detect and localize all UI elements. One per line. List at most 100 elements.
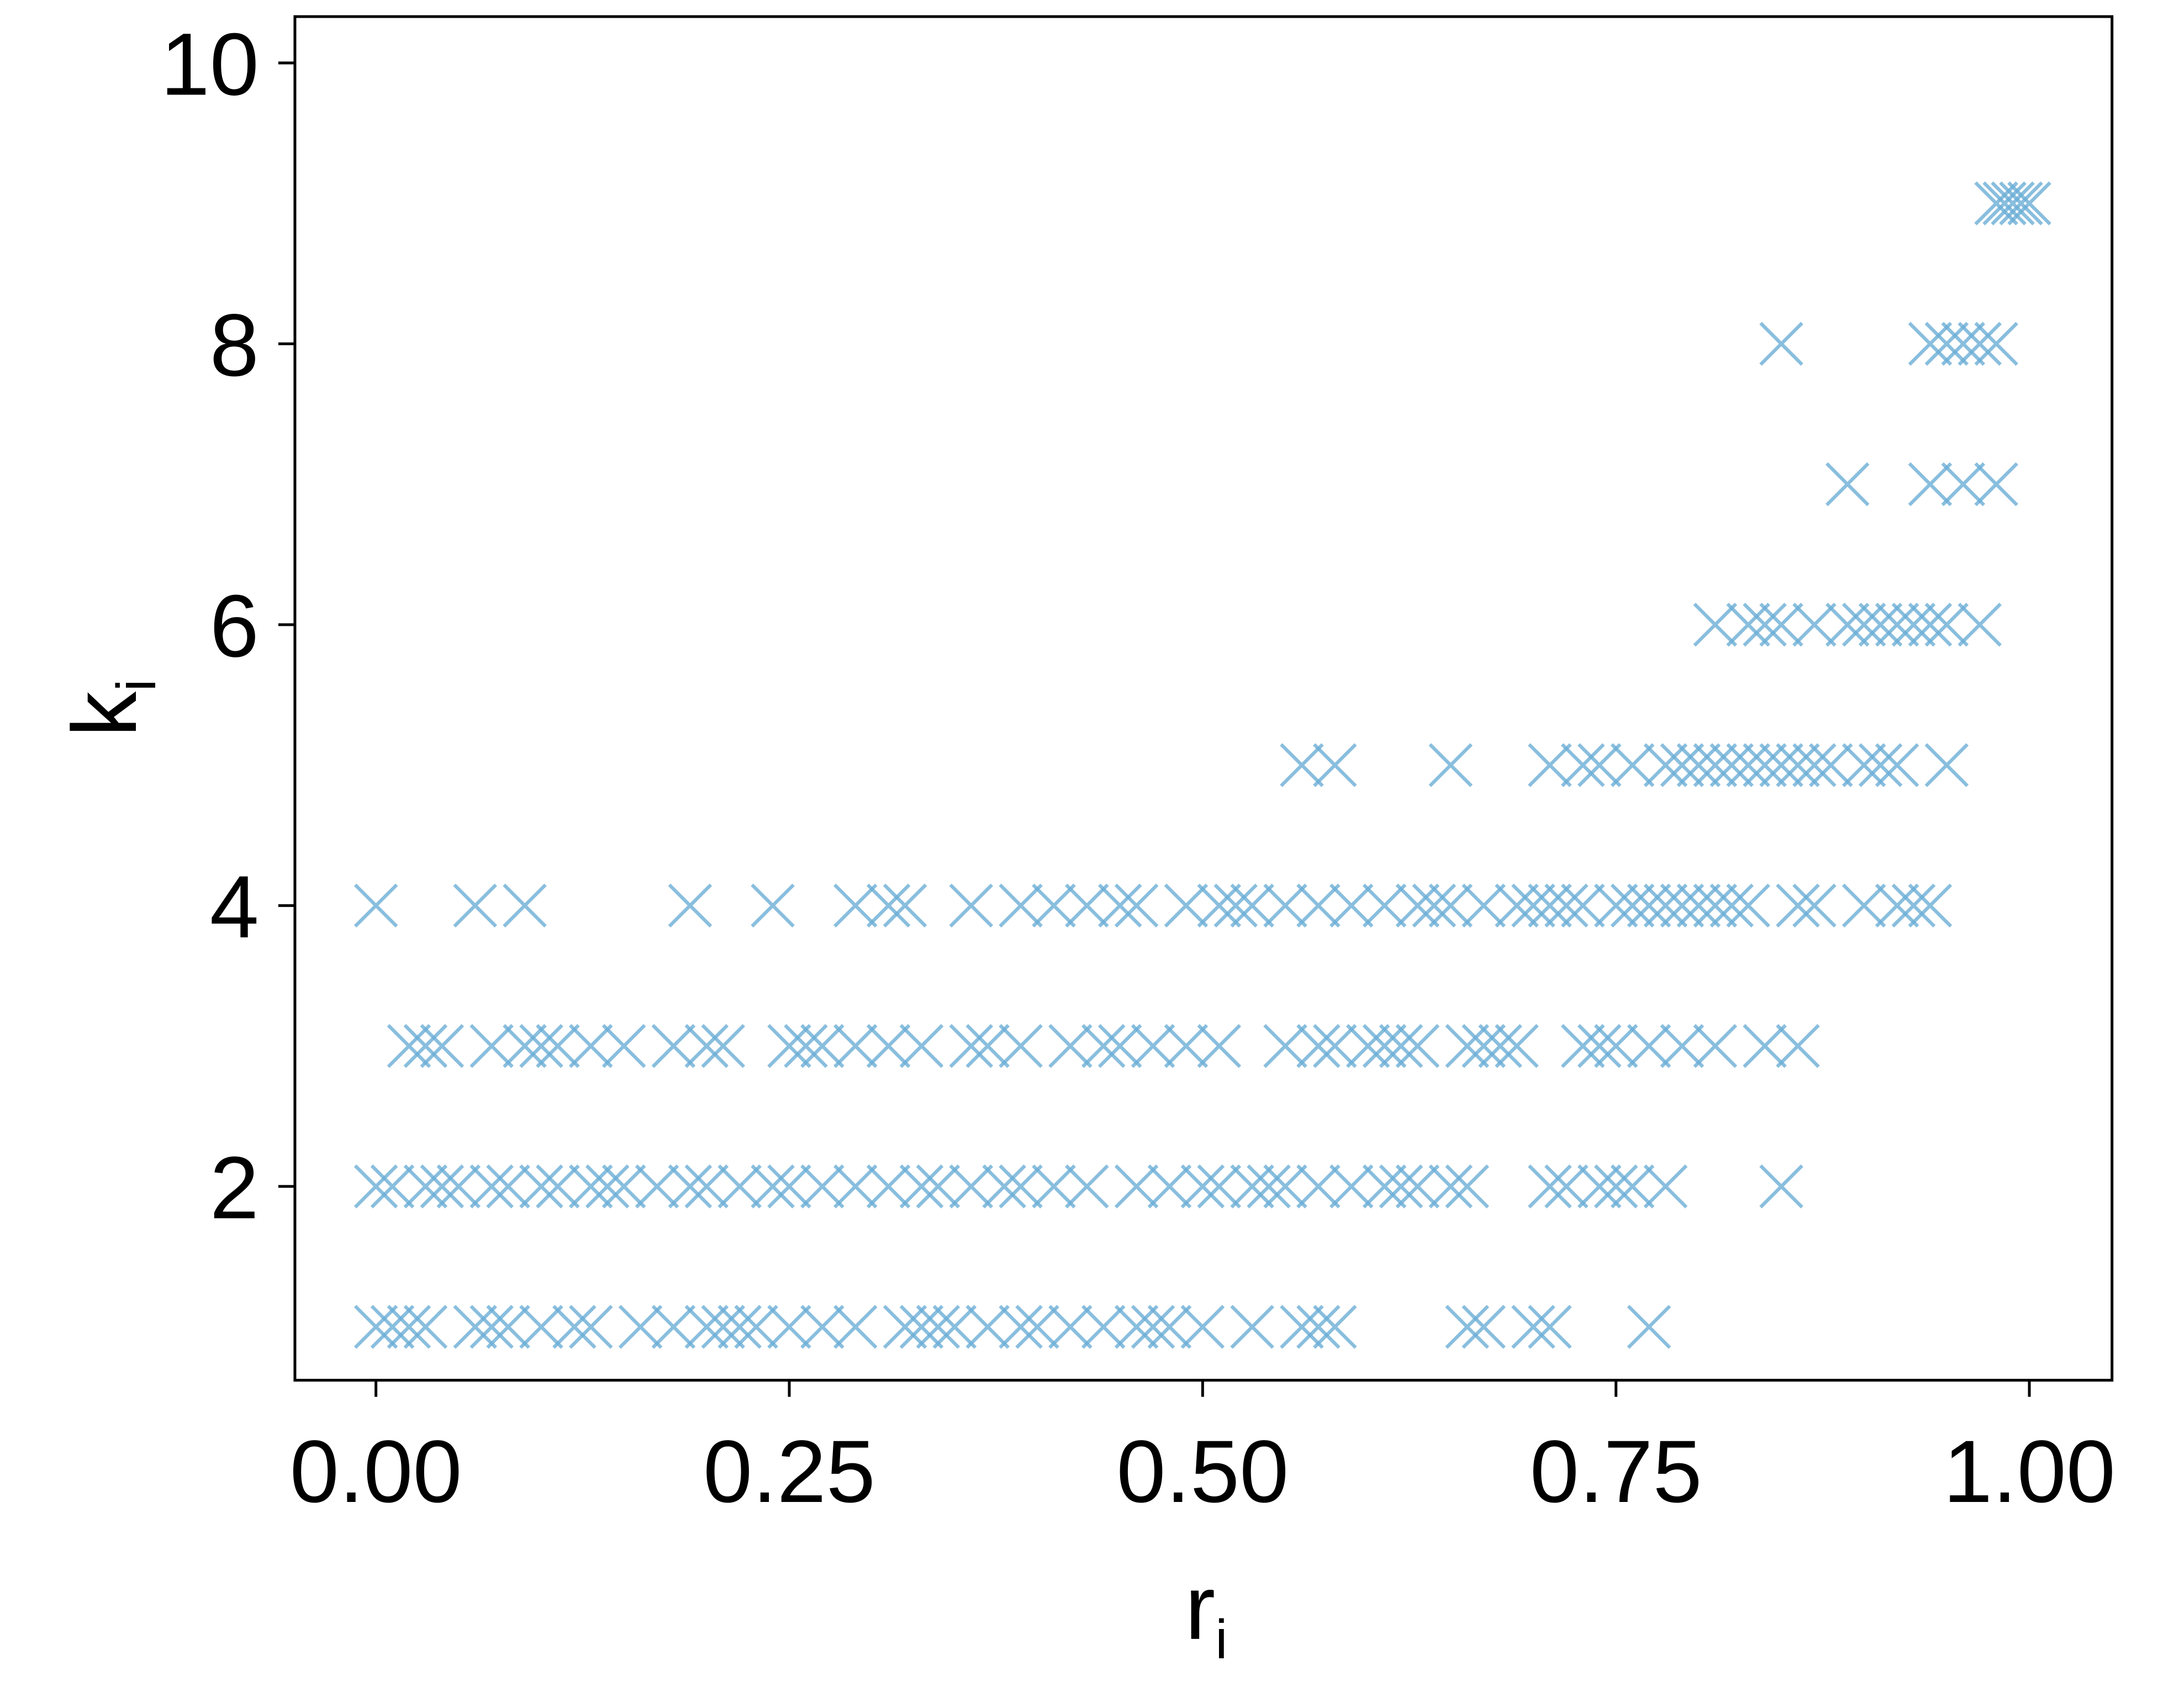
point [1048, 1305, 1093, 1349]
point [949, 883, 994, 928]
point [965, 1305, 1010, 1349]
point [833, 1164, 878, 1209]
point [1627, 883, 1671, 928]
point [1610, 743, 1655, 787]
point [1660, 743, 1705, 787]
point [1792, 603, 1837, 647]
point [1809, 743, 1853, 787]
point [1577, 1164, 1622, 1209]
point [949, 1024, 994, 1068]
point [1544, 883, 1589, 928]
point [1544, 1164, 1589, 1209]
point [883, 1305, 927, 1349]
point [1230, 883, 1274, 928]
point [1114, 1305, 1159, 1349]
point [1263, 1164, 1307, 1209]
point [1528, 743, 1572, 787]
point [1676, 883, 1721, 928]
point [833, 883, 878, 928]
point [1313, 1024, 1357, 1068]
point [717, 1164, 762, 1209]
point [899, 1024, 944, 1068]
point [1180, 1305, 1225, 1349]
point [618, 1305, 663, 1349]
point [717, 1305, 762, 1349]
point [1908, 883, 1953, 928]
point [1445, 1164, 1490, 1209]
point [1164, 883, 1209, 928]
point [1147, 1164, 1192, 1209]
point [1528, 883, 1572, 928]
point [1759, 743, 1803, 787]
point [1461, 883, 1506, 928]
point [751, 883, 795, 928]
point [1792, 743, 1837, 787]
point [651, 1024, 696, 1068]
point [684, 1305, 729, 1349]
y-tick-label: 10 [161, 15, 259, 114]
point [1197, 1024, 1242, 1068]
point [1709, 743, 1754, 787]
point [1610, 1164, 1655, 1209]
point [1362, 883, 1407, 928]
point [1461, 1024, 1506, 1068]
point [1032, 1164, 1076, 1209]
point [469, 1305, 514, 1349]
point [668, 883, 713, 928]
point [1577, 743, 1622, 787]
point [1197, 1164, 1242, 1209]
point [1296, 1024, 1341, 1068]
point [1974, 462, 2018, 507]
point [469, 1024, 514, 1068]
point [1594, 883, 1638, 928]
point [1610, 883, 1655, 928]
point [1660, 883, 1705, 928]
point [403, 1024, 448, 1068]
point [1693, 743, 1738, 787]
point [1726, 883, 1770, 928]
point [1230, 1164, 1274, 1209]
point [1941, 321, 1986, 366]
point [1015, 1305, 1059, 1349]
x-axis-label: ri [1185, 1557, 1227, 1670]
point [2007, 181, 2051, 225]
point [1759, 603, 1803, 647]
point [1511, 883, 1555, 928]
point [403, 1164, 448, 1209]
point [1693, 883, 1738, 928]
point [568, 1024, 613, 1068]
x-tick-label: 0.00 [290, 1422, 462, 1521]
point [1445, 1024, 1490, 1068]
point [982, 1164, 1026, 1209]
point [1478, 1024, 1522, 1068]
point [734, 1305, 778, 1349]
point [1428, 1164, 1473, 1209]
point [1561, 1024, 1605, 1068]
point [1858, 603, 1903, 647]
point [1941, 462, 1986, 507]
point [1395, 1024, 1440, 1068]
point [1296, 1305, 1341, 1349]
point [999, 883, 1043, 928]
point [1313, 743, 1357, 787]
point [1676, 743, 1721, 787]
point [1875, 743, 1919, 787]
point [767, 1024, 811, 1068]
point [1032, 883, 1076, 928]
point [1693, 1024, 1738, 1068]
point [1908, 603, 1953, 647]
point [701, 1024, 746, 1068]
point [767, 1305, 811, 1349]
point [602, 1164, 646, 1209]
point [1643, 743, 1688, 787]
point [1131, 1305, 1175, 1349]
point [1098, 883, 1142, 928]
point [1131, 1024, 1175, 1068]
x-label-sub: i [1215, 1609, 1227, 1670]
point [519, 1164, 563, 1209]
point [1776, 1024, 1820, 1068]
point [1627, 1305, 1671, 1349]
point [1842, 743, 1886, 787]
point [1743, 1024, 1787, 1068]
